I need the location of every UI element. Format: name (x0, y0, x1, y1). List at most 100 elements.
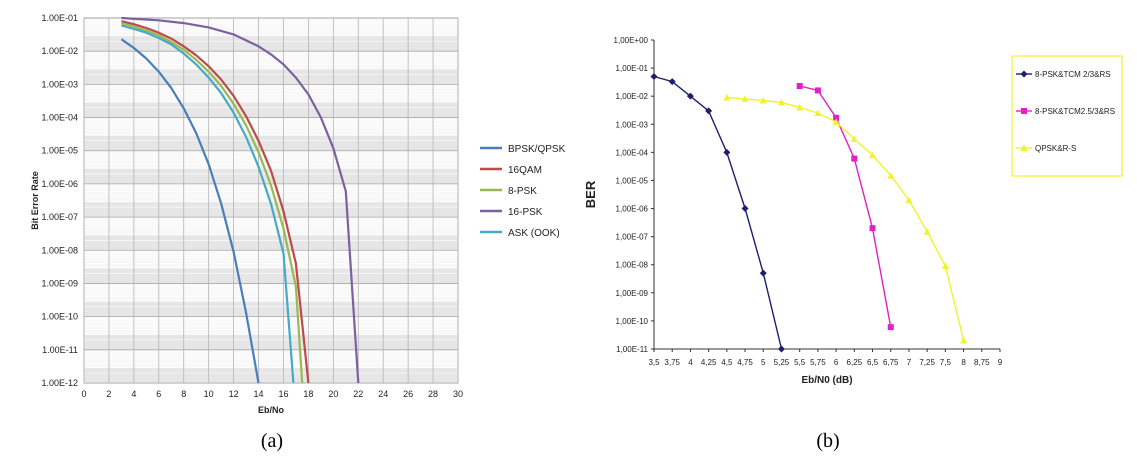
x-tick-label: 5 (761, 358, 766, 367)
data-point (814, 87, 821, 94)
y-tick-label: 1,00E-08 (616, 261, 649, 270)
legend-label: 8-PSK (508, 186, 537, 197)
data-point (796, 103, 804, 111)
grid-band (84, 301, 458, 317)
series-line-8-psk (121, 22, 304, 384)
x-tick-label: 10 (204, 389, 214, 399)
x-tick-label: 7 (907, 358, 912, 367)
chart-panel-b: 1,00E+00 1,00E-01 1,00E-02 1,00E-03 1,00E-04… (583, 36, 1123, 452)
data-point (833, 114, 840, 121)
x-tick-label: 18 (303, 389, 313, 399)
series-line-ask-ook- (121, 24, 295, 384)
x-tick-label: 0 (81, 389, 86, 399)
legend-label: 8-PSK&TCM2.5/3&RS (1035, 107, 1115, 116)
data-point (668, 78, 676, 86)
x-tick-label: 24 (378, 389, 388, 399)
data-point (905, 196, 913, 204)
y-axis-title: Bit Error Rate (30, 171, 40, 230)
y-tick-label: 1.00E-11 (42, 345, 78, 355)
grid-band (84, 102, 458, 118)
legend-label: QPSK&R-S (1035, 144, 1076, 153)
x-tick-label: 12 (229, 389, 239, 399)
series-line-16qam (121, 20, 310, 384)
y-tick-label: 1.00E-03 (41, 79, 78, 89)
data-point (923, 228, 931, 235)
grid-band (84, 202, 458, 218)
data-point (759, 97, 767, 104)
y-tick-label: 1,00E-11 (616, 345, 648, 354)
grid-band (84, 334, 458, 350)
legend-label: 16-PSK (508, 207, 543, 218)
x-axis-title: Eb/N0 (dB) (801, 375, 852, 386)
data-point (650, 73, 658, 81)
data-point (777, 98, 785, 106)
x-tick-label: 30 (453, 389, 463, 399)
x-tick-label: 5,75 (810, 358, 826, 367)
x-tick-label: 4,75 (737, 358, 753, 367)
series-line (653, 75, 783, 350)
legend-label: BPSK/QPSK (508, 144, 566, 155)
y-tick-label: 1,00E-05 (616, 176, 649, 185)
data-point (851, 155, 858, 162)
data-point (705, 107, 713, 115)
y-tick-label: 1,00E-03 (616, 120, 649, 129)
legend: BPSK/QPSK 16QAM 8-PSK 16-PSK ASK (OOK) (480, 144, 566, 239)
data-point (941, 262, 949, 270)
y-tick-label: 1,00E+00 (614, 36, 649, 45)
y-tick-label: 1.00E-09 (41, 278, 78, 288)
y-tick-label: 1,00E-04 (616, 148, 649, 157)
data-point (741, 205, 749, 213)
x-tick-label: 4,5 (721, 358, 733, 367)
y-tick-label: 1,00E-02 (616, 92, 649, 101)
y-tick-label: 1.00E-07 (41, 212, 78, 222)
data-point (759, 269, 767, 277)
x-tick-label: 6,75 (883, 358, 899, 367)
y-tick-label: 1.00E-01 (41, 13, 78, 23)
x-tick-label: 26 (403, 389, 413, 399)
x-tick-label: 7,5 (940, 358, 952, 367)
series-line (799, 85, 892, 328)
series-qpsk-r-s (723, 93, 968, 344)
data-point (869, 225, 876, 232)
panel-label: (b) (816, 430, 839, 452)
series-line-bpsk-qpsk (120, 38, 260, 384)
y-tick-label: 1.00E-12 (41, 378, 78, 388)
series-line (726, 96, 965, 341)
x-tick-label: 6,5 (867, 358, 879, 367)
x-tick-label: 6 (156, 389, 161, 399)
y-tick-label: 1,00E-01 (616, 64, 649, 73)
x-tick-label: 3,75 (664, 358, 680, 367)
grid-band (84, 168, 458, 184)
y-tick-label: 1.00E-05 (41, 146, 78, 156)
y-tick-label: 1.00E-04 (41, 113, 78, 123)
x-axis-title: Eb/No (258, 405, 285, 415)
y-tick-label: 1,00E-06 (616, 205, 649, 214)
legend-label: 16QAM (508, 165, 542, 176)
series-line-16-psk (121, 16, 360, 384)
x-tick-label: 8 (961, 358, 966, 367)
x-tick-label: 22 (353, 389, 363, 399)
data-point (741, 95, 749, 102)
grid-band (84, 135, 458, 151)
x-tick-label: 3,5 (648, 358, 660, 367)
x-tick-label: 4 (131, 389, 136, 399)
chart-panel-a: 1.00E-01 1.00E-02 1.00E-03 1.00E-04 1.00E-05… (30, 13, 566, 452)
x-tick-label: 7,25 (919, 358, 935, 367)
y-axis-title: BER (583, 180, 598, 208)
data-point (1021, 108, 1027, 114)
x-tick-label: 20 (328, 389, 338, 399)
data-point (869, 151, 877, 159)
data-point (887, 324, 894, 331)
data-point (887, 172, 895, 179)
x-tick-label: 5,25 (774, 358, 790, 367)
data-point (723, 148, 731, 156)
legend-label: ASK (OOK) (508, 228, 560, 239)
x-tick-label: 8 (181, 389, 186, 399)
x-tick-label: 4,25 (701, 358, 717, 367)
x-tick-label: 6 (834, 358, 839, 367)
data-point (814, 109, 822, 117)
y-tick-label: 1.00E-06 (41, 179, 78, 189)
x-tick-label: 9 (998, 358, 1003, 367)
y-tick-label: 1,00E-10 (616, 317, 649, 326)
grid-band (84, 368, 458, 383)
